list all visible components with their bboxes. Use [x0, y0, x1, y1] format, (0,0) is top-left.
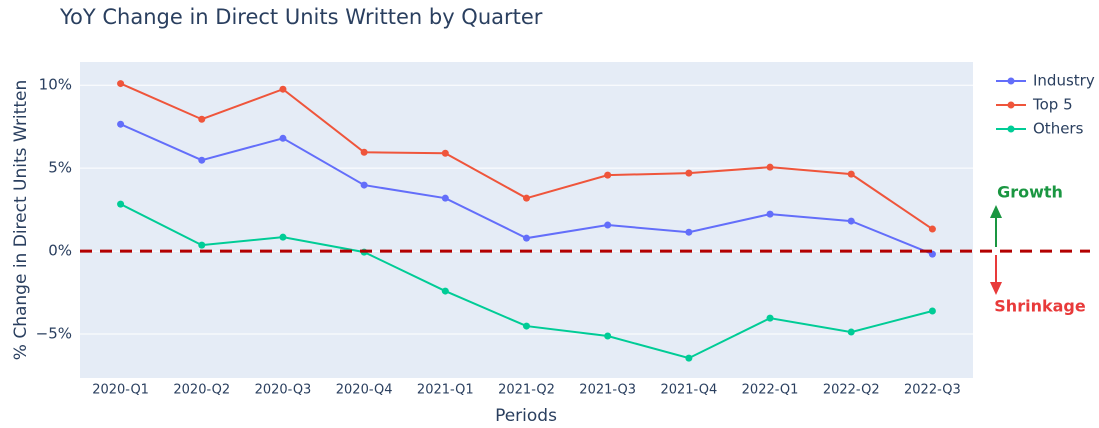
point — [117, 200, 125, 208]
legend-marker — [1007, 101, 1015, 109]
point — [685, 169, 693, 177]
x-tick-label: 2022-Q3 — [904, 383, 961, 398]
point — [279, 233, 287, 241]
point — [360, 148, 368, 156]
point — [766, 210, 774, 218]
point — [604, 332, 612, 340]
x-tick-label: 2020-Q3 — [255, 383, 312, 398]
point — [441, 194, 449, 202]
point — [928, 307, 936, 315]
point — [441, 287, 449, 295]
growth-arrow-head — [990, 205, 1002, 218]
point — [279, 85, 287, 93]
y-tick-label: 5% — [48, 159, 72, 177]
x-tick-label: 2020-Q1 — [92, 383, 149, 398]
legend-label: Industry — [1033, 72, 1095, 90]
annotation: Shrinkage — [994, 297, 1086, 316]
y-tick-label: 10% — [39, 76, 72, 94]
point — [766, 163, 774, 171]
x-tick-label: 2020-Q4 — [336, 383, 393, 398]
point — [441, 149, 449, 157]
point — [847, 170, 855, 178]
x-tick-label: 2022-Q1 — [742, 383, 799, 398]
point — [523, 322, 530, 330]
chart-title: YoY Change in Direct Units Written by Qu… — [59, 5, 543, 29]
point — [198, 156, 206, 164]
point — [360, 181, 368, 189]
x-tick-label: 2020-Q2 — [173, 383, 230, 398]
legend-label: Others — [1033, 120, 1084, 138]
point — [847, 328, 855, 336]
legend-marker — [1007, 125, 1015, 133]
y-tick-label: −5% — [36, 325, 72, 343]
point — [847, 217, 855, 225]
point — [117, 80, 125, 88]
legend-label: Top 5 — [1032, 96, 1073, 114]
x-tick-label: 2022-Q2 — [823, 383, 880, 398]
x-tick-label: 2021-Q2 — [498, 383, 555, 398]
y-axis-label: % Change in Direct Units Written — [11, 80, 31, 360]
y-tick-label: 0% — [48, 242, 72, 260]
point — [523, 194, 530, 202]
point — [604, 171, 612, 179]
annotation: Growth — [997, 183, 1063, 202]
point — [279, 134, 287, 142]
x-tick-label: 2021-Q3 — [579, 383, 636, 398]
point — [685, 354, 693, 362]
x-axis-label: Periods — [495, 406, 557, 426]
point — [198, 115, 206, 123]
point — [117, 120, 125, 128]
point — [685, 228, 693, 236]
x-tick-label: 2021-Q4 — [660, 383, 717, 398]
shrinkage-arrow-head — [990, 282, 1002, 295]
point — [523, 234, 530, 242]
x-tick-label: 2021-Q1 — [417, 383, 474, 398]
point — [198, 241, 206, 249]
point — [928, 225, 936, 233]
point — [604, 221, 612, 229]
point — [766, 314, 774, 322]
legend-marker — [1007, 77, 1015, 85]
